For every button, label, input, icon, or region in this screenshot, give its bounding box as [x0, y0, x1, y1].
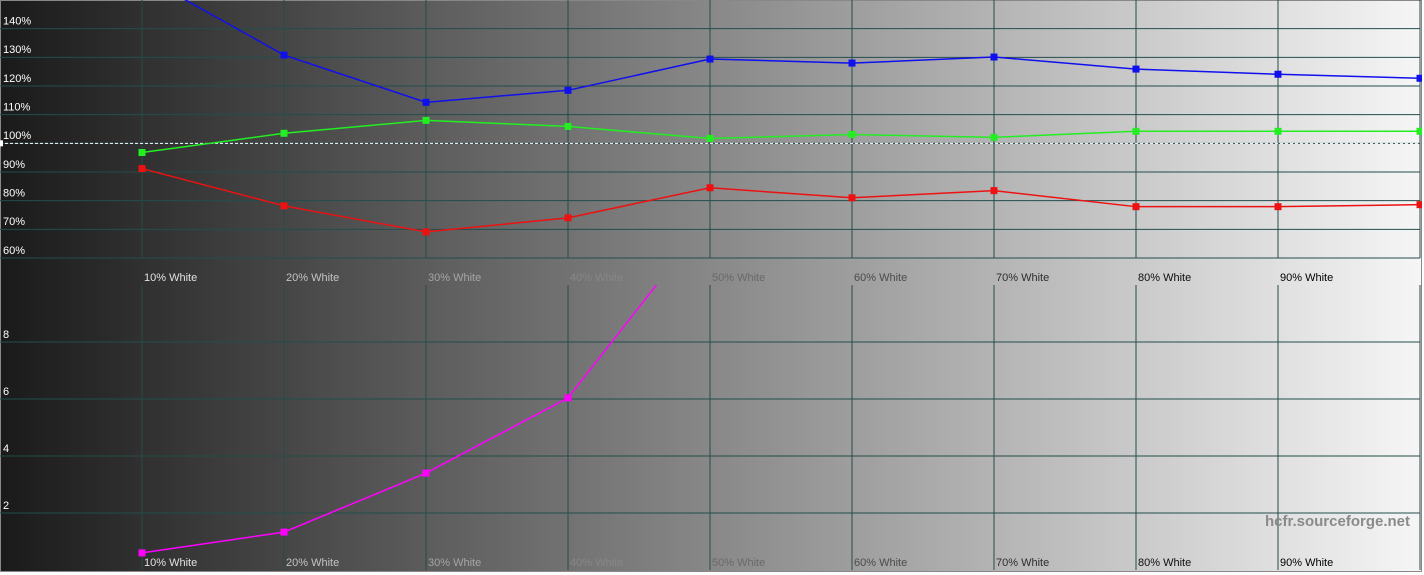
data-point [1274, 70, 1282, 78]
x-tick-label: 80% White [1138, 272, 1191, 284]
x-tick-label: 70% White [996, 557, 1049, 569]
data-point [422, 98, 430, 106]
x-tick-label: 40% White [570, 557, 623, 569]
data-point [1416, 201, 1422, 209]
y-tick-label: 100% [3, 130, 31, 142]
data-point [422, 228, 430, 236]
data-point [1132, 203, 1140, 211]
data-point [564, 86, 572, 94]
data-point [990, 53, 998, 61]
y-tick-label: 140% [3, 16, 31, 28]
y-tick-label: 2 [3, 500, 9, 512]
x-tick-label: 40% White [570, 272, 623, 284]
x-tick-label: 50% White [712, 272, 765, 284]
data-point [422, 116, 430, 124]
data-point [848, 194, 856, 202]
x-tick-label: 20% White [286, 557, 339, 569]
y-tick-label: 120% [3, 73, 31, 85]
series-group [138, 0, 1422, 236]
series-line [141, 167, 1421, 233]
data-point [1274, 203, 1282, 211]
y-tick-label: 90% [3, 159, 25, 171]
series-line [184, 0, 1421, 104]
series-group [138, 285, 658, 557]
x-tick-label: 30% White [428, 272, 481, 284]
y-tick-label: 70% [3, 216, 25, 228]
data-point [990, 187, 998, 195]
y-tick-label: 60% [3, 245, 25, 257]
y-tick-label: 6 [3, 386, 9, 398]
x-tick-label: 10% White [144, 557, 197, 569]
data-point [138, 165, 146, 173]
data-point [280, 129, 288, 137]
data-point [848, 130, 856, 138]
data-point [564, 214, 572, 222]
data-point [138, 549, 146, 557]
watermark: hcfr.sourceforge.net [1265, 513, 1410, 530]
x-tick-label: 60% White [854, 557, 907, 569]
y-tick-label: 4 [3, 443, 9, 455]
data-point [280, 51, 288, 59]
y-tick-label: 110% [3, 102, 31, 114]
data-point [564, 122, 572, 130]
x-tick-label: 60% White [854, 272, 907, 284]
x-tick-label: 70% White [996, 272, 1049, 284]
reference-marker [0, 140, 3, 147]
data-point [706, 134, 714, 142]
data-point [706, 55, 714, 63]
data-point [1416, 74, 1422, 82]
data-point [280, 528, 288, 536]
data-point [422, 469, 430, 477]
y-tick-label: 8 [3, 329, 9, 341]
series-line [141, 119, 1420, 154]
data-point [280, 202, 288, 210]
data-point [848, 59, 856, 67]
x-tick-label: 50% White [712, 557, 765, 569]
data-point [138, 149, 146, 157]
x-tick-label: 10% White [144, 272, 197, 284]
y-tick-label: 130% [3, 44, 31, 56]
data-point [1416, 127, 1422, 135]
data-point [564, 394, 572, 402]
x-tick-label: 30% White [428, 557, 481, 569]
data-point [1132, 65, 1140, 73]
x-tick-label: 80% White [1138, 557, 1191, 569]
data-point [990, 133, 998, 141]
y-tick-label: 80% [3, 188, 25, 200]
data-point [1274, 127, 1282, 135]
x-tick-label: 90% White [1280, 557, 1333, 569]
data-point [706, 184, 714, 192]
x-tick-label: 90% White [1280, 272, 1333, 284]
data-point [1132, 127, 1140, 135]
x-tick-label: 20% White [286, 272, 339, 284]
